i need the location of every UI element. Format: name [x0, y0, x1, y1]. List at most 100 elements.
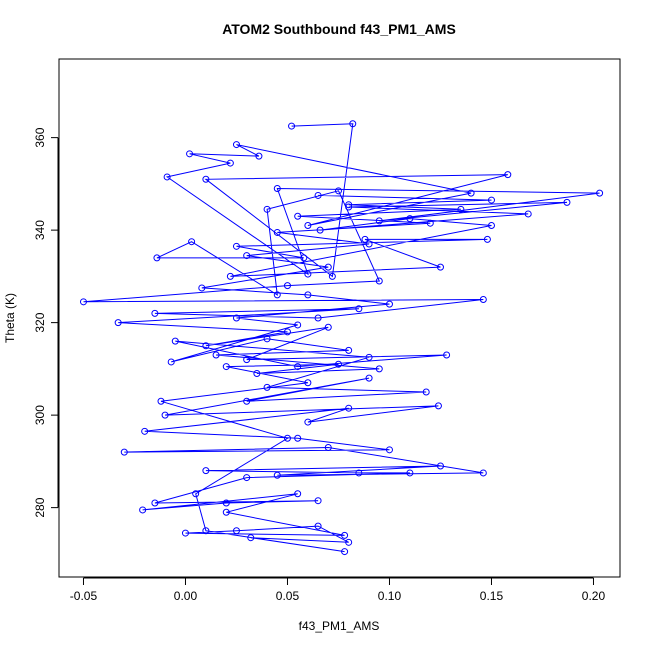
data-point: [202, 467, 210, 475]
data-point: [202, 527, 210, 535]
data-point: [243, 252, 251, 260]
data-point: [114, 319, 122, 327]
y-tick-label: 280: [33, 497, 47, 517]
data-point: [167, 358, 175, 366]
data-point: [375, 365, 383, 373]
x-tick-label: 0.00: [174, 589, 198, 603]
data-point: [504, 171, 512, 179]
data-point: [120, 448, 128, 456]
y-axis: 280 300 320 340 360: [33, 127, 59, 518]
data-point: [161, 411, 169, 419]
data-point: [457, 205, 465, 213]
data-point: [294, 212, 302, 220]
data-point: [314, 522, 322, 530]
data-point: [316, 226, 324, 234]
chart-title: ATOM2 Southbound f43_PM1_AMS: [222, 21, 456, 37]
data-point: [192, 490, 200, 498]
y-tick-label: 320: [33, 312, 47, 332]
x-tick-label: 0.05: [276, 589, 300, 603]
y-axis-label: Theta (K): [3, 293, 17, 343]
data-point: [171, 337, 179, 345]
data-point: [226, 159, 234, 167]
data-point: [483, 235, 491, 243]
data-point: [355, 305, 363, 313]
data-point: [304, 418, 312, 426]
data-point: [288, 122, 296, 130]
data-point: [273, 185, 281, 192]
x-axis-label: f43_PM1_AMS: [299, 619, 380, 633]
data-point: [422, 388, 430, 396]
data-point: [365, 353, 373, 361]
data-point: [243, 474, 251, 482]
data-point: [345, 203, 353, 211]
y-tick-label: 300: [33, 405, 47, 425]
data-point: [247, 534, 255, 542]
data-point: [375, 277, 383, 285]
data-point: [263, 335, 271, 343]
data-point: [324, 444, 332, 451]
data-point: [345, 538, 353, 546]
series-line: [83, 123, 600, 553]
data-point: [222, 363, 230, 371]
data-point: [222, 499, 230, 507]
data-point: [181, 529, 189, 537]
data-point: [361, 235, 369, 243]
data-point: [443, 351, 451, 359]
data-point: [385, 446, 393, 454]
data-point: [596, 189, 604, 197]
data-point: [563, 198, 571, 206]
data-point: [163, 173, 171, 181]
data-point: [314, 497, 322, 505]
data-point: [141, 427, 149, 435]
data-point: [283, 434, 291, 442]
series-layer: [79, 120, 604, 556]
data-point: [385, 300, 393, 308]
data-point: [300, 254, 308, 262]
data-point: [226, 272, 234, 280]
data-point: [79, 298, 87, 306]
data-point: [232, 527, 240, 535]
data-point: [253, 370, 261, 377]
data-point: [243, 356, 251, 364]
data-point: [202, 175, 210, 183]
data-point: [232, 141, 240, 149]
data-point: [139, 506, 147, 514]
data-point: [255, 152, 263, 160]
data-point: [294, 321, 302, 329]
data-point: [426, 219, 434, 227]
data-point: [186, 150, 194, 158]
data-point: [487, 222, 495, 229]
data-point: [153, 254, 161, 262]
y-tick-label: 360: [33, 127, 47, 147]
data-point: [406, 469, 414, 477]
data-point: [294, 363, 302, 371]
data-point: [232, 314, 240, 322]
x-tick-label: 0.15: [480, 589, 504, 603]
data-point: [273, 291, 281, 299]
data-point: [341, 548, 349, 556]
data-point: [345, 404, 353, 412]
data-point: [375, 217, 383, 225]
x-tick-label: -0.05: [70, 589, 98, 603]
data-point: [243, 397, 251, 405]
y-tick-label: 340: [33, 220, 47, 240]
x-tick-label: 0.20: [582, 589, 606, 603]
data-point: [524, 210, 532, 218]
data-point: [304, 379, 312, 387]
data-point: [202, 342, 210, 350]
data-point: [304, 291, 312, 299]
data-point: [263, 383, 271, 391]
data-point: [436, 462, 444, 470]
data-point: [273, 471, 281, 479]
data-point: [151, 309, 159, 317]
plot-area: [58, 58, 621, 578]
data-point: [355, 469, 363, 477]
data-point: [349, 120, 357, 128]
data-point: [222, 508, 230, 516]
data-point: [188, 238, 196, 246]
data-point: [314, 191, 322, 199]
data-point: [436, 263, 444, 271]
data-point: [341, 531, 349, 539]
data-point: [314, 314, 322, 322]
data-point: [487, 196, 495, 204]
